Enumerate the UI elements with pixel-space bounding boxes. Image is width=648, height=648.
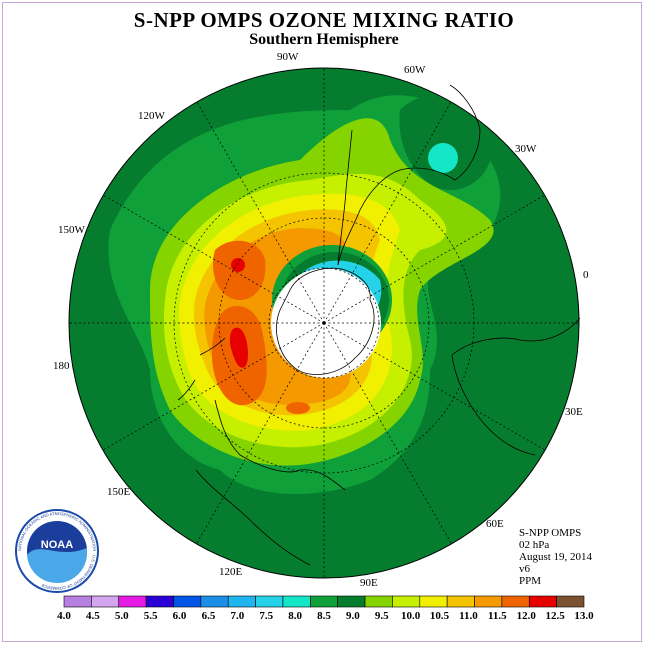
colorbar-tick-label: 5.5 (143, 610, 158, 622)
meridian-30e (323, 322, 546, 451)
colorbar (63, 595, 585, 608)
noaa-logo: NOAA NATIONAL OCEANIC AND ATMOSPHERIC AD… (15, 509, 99, 593)
africa-east-coast (451, 354, 536, 456)
lon-label-30w: 30W (515, 143, 537, 155)
lon-label-90e: 90E (360, 577, 378, 589)
colorbar-swatch (282, 595, 311, 608)
colorbar-tick-label: 13.0 (574, 610, 594, 622)
field-low-cyan (428, 143, 458, 173)
colorbar-tick-label: 6.5 (201, 610, 216, 622)
lon-label-120e: 120E (219, 566, 243, 578)
colorbar-swatch (91, 595, 120, 608)
colorbar-swatch (392, 595, 421, 608)
lon-label-120w: 120W (138, 110, 166, 122)
graticule (69, 68, 579, 578)
meridian-30w (323, 194, 546, 324)
field-max-a (231, 258, 245, 272)
info-instrument: S-NPP OMPS (519, 527, 582, 539)
new-zealand-coast (199, 337, 226, 356)
lon-label-180: 180 (53, 360, 70, 372)
colorbar-tick-label: 12.5 (545, 610, 565, 622)
colorbar-tick-label: 10.5 (429, 610, 450, 622)
colorbar-swatch (118, 595, 147, 608)
colorbar-swatch (364, 595, 393, 608)
lon-label-0: 0 (583, 269, 589, 281)
lon-label-150w: 150W (58, 224, 86, 236)
colorbar-swatch (173, 595, 202, 608)
colorbar-tick-label: 6.0 (172, 610, 187, 622)
figure-frame (2, 2, 642, 642)
colorbar-tick-label: 11.0 (459, 610, 478, 622)
colorbar-swatch (63, 595, 92, 608)
meridian-150w (102, 194, 325, 324)
colorbar-tick-label: 7.5 (259, 610, 274, 622)
coastlines (177, 84, 581, 566)
field-band-upper-dark (399, 95, 493, 190)
lon-label-30e: 30E (565, 406, 583, 418)
meridian-60e (323, 322, 452, 544)
colorbar-swatch (227, 595, 256, 608)
noaa-logo-wave (27, 548, 88, 584)
south-pole-marker (322, 321, 326, 325)
colorbar-tick-label: 9.0 (346, 610, 360, 622)
info-units: PPM (519, 575, 542, 587)
field-band-12_0-c (286, 402, 310, 414)
noaa-logo-text: NOAA (41, 539, 73, 551)
africa-coast (451, 317, 581, 356)
south-america-west-coast (337, 129, 353, 266)
lon-label-150e: 150E (107, 486, 131, 498)
colorbar-swatch (310, 595, 338, 608)
lon-label-60w: 60W (404, 64, 426, 76)
colorbar-swatch (145, 595, 174, 608)
colorbar-tick-label: 10.0 (401, 610, 421, 622)
meridian-150e (102, 322, 325, 451)
map-boundary (68, 67, 580, 579)
colorbar-tick-label: 8.0 (288, 610, 302, 622)
colorbar-swatch (200, 595, 229, 608)
meridian-60w (323, 101, 452, 324)
colorbar-swatch (501, 595, 530, 608)
map-title: S-NPP OMPS OZONE MIXING RATIO (133, 8, 515, 32)
lon-label-90w: 90W (277, 51, 299, 63)
south-america-coast (337, 84, 481, 266)
colorbar-tick-label: 9.5 (374, 610, 389, 622)
info-version: v6 (519, 563, 530, 575)
colorbar-tick-label: 11.5 (488, 610, 507, 622)
colorbar-swatch (255, 595, 284, 608)
australia-west-coast (195, 469, 311, 566)
colorbar-tick-label: 7.0 (230, 610, 245, 622)
info-pressure: 02 hPa (519, 539, 550, 551)
antarctica-coast (276, 267, 375, 375)
colorbar-swatch (337, 595, 366, 608)
colorbar-tick-label: 5.0 (114, 610, 129, 622)
colorbar-tick-label: 4.5 (86, 610, 100, 622)
map-subtitle: Southern Hemisphere (249, 31, 399, 48)
colorbar-swatch (446, 595, 475, 608)
new-zealand-north-coast (177, 379, 196, 401)
info-date: August 19, 2014 (519, 551, 593, 563)
colorbar-swatch (556, 595, 585, 608)
colorbar-swatch (528, 595, 557, 608)
colorbar-tick-label: 12.0 (516, 610, 536, 622)
meridian-120w (196, 101, 325, 324)
colorbar-tick-label: 4.0 (57, 610, 71, 622)
lon-label-60e: 60E (486, 518, 504, 530)
colorbar-swatch (474, 595, 503, 608)
field-max-b (229, 327, 248, 368)
meridian-120e (196, 322, 325, 544)
colorbar-tick-label: 8.5 (317, 610, 331, 622)
australia-coast (214, 399, 346, 491)
colorbar-swatch (419, 595, 448, 608)
